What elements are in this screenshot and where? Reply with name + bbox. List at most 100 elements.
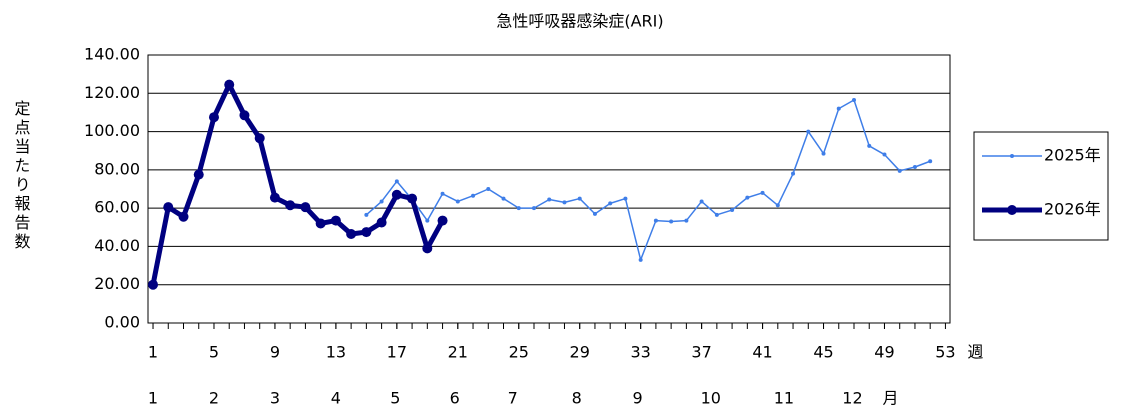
month-label: 2 [209,389,219,408]
data-point [699,199,704,204]
x-tick-label: 37 [691,343,711,362]
y-tick-label: 140.00 [84,45,140,64]
x-tick-label: 21 [448,343,468,362]
month-label: 9 [633,389,643,408]
data-point [193,169,204,180]
data-point [821,151,826,156]
data-point [178,211,189,222]
month-label: 5 [390,389,400,408]
data-point [239,110,250,121]
data-point [422,243,433,254]
x-tick-label: 9 [270,343,280,362]
data-point [224,79,235,90]
legend-label: 2026年 [1044,200,1101,219]
data-point [516,206,521,211]
data-point [501,196,506,201]
data-point [330,215,341,226]
x-tick-label: 5 [209,343,219,362]
data-point [714,212,719,217]
data-point [775,203,780,208]
data-point [364,212,369,217]
month-label: 6 [450,389,460,408]
legend-marker [1010,154,1014,158]
data-point [148,279,159,290]
legend-label: 2025年 [1044,146,1101,165]
data-point [163,202,174,213]
data-point [376,217,387,228]
month-label: 10 [701,389,721,408]
x-tick-label: 41 [752,343,772,362]
data-point [806,129,811,134]
data-point [608,201,613,206]
data-point [760,190,765,195]
data-point [547,197,552,202]
data-point [346,228,357,239]
month-label: 1 [148,389,158,408]
data-point [669,219,674,224]
data-point [851,97,856,102]
data-point [440,191,445,196]
y-tick-label: 60.00 [94,198,140,217]
data-point [928,159,933,164]
data-point [836,106,841,111]
data-point [486,187,491,191]
plot-area [147,54,951,324]
data-point [897,168,902,173]
chart-title: 急性呼吸器感染症(ARI) [496,12,663,31]
data-point [577,196,582,201]
data-point [437,215,448,226]
y-tick-label: 120.00 [84,83,140,102]
x-tick-label: 13 [326,343,346,362]
data-point [653,218,658,223]
x-tick-label: 33 [630,343,650,362]
data-point [361,227,372,238]
x-tick-label: 49 [874,343,894,362]
data-point [315,218,326,229]
data-point [791,171,796,176]
y-axis-label: 定点当たり報告数 [12,100,31,252]
y-tick-label: 40.00 [94,236,140,255]
data-point [391,189,402,200]
data-point [531,206,536,211]
series-line [150,82,445,286]
month-label: 3 [270,389,280,408]
month-label: 8 [572,389,582,408]
data-point [730,208,735,213]
data-point [912,164,917,169]
data-point [562,200,567,205]
x-tick-label: 45 [813,343,833,362]
data-point [623,196,628,201]
data-point [745,195,750,200]
data-point [407,193,418,204]
data-point [638,257,643,262]
x-tick-label: 53 [935,343,955,362]
data-point [269,192,280,203]
legend-marker [1007,205,1017,215]
x-tick-label: 29 [570,343,590,362]
x-axis-label: 週 [967,343,983,362]
month-axis-label: 月 [882,389,898,408]
data-point [455,199,460,204]
data-point [592,211,597,216]
data-point [208,112,219,123]
month-label: 4 [331,389,341,408]
data-point [379,199,384,204]
data-point [300,202,311,213]
y-tick-label: 0.00 [104,313,140,332]
month-label: 12 [842,389,862,408]
month-label: 7 [508,389,518,408]
legend-box [973,131,1109,241]
x-tick-label: 1 [148,343,158,362]
data-point [425,218,430,223]
data-point [882,152,887,157]
y-tick-label: 100.00 [84,121,140,140]
month-label: 11 [774,389,794,408]
x-tick-label: 17 [387,343,407,362]
data-point [684,218,689,223]
data-point [285,200,296,211]
x-tick-label: 25 [509,343,529,362]
y-tick-label: 80.00 [94,159,140,178]
data-point [394,179,399,184]
series-line [365,99,931,261]
